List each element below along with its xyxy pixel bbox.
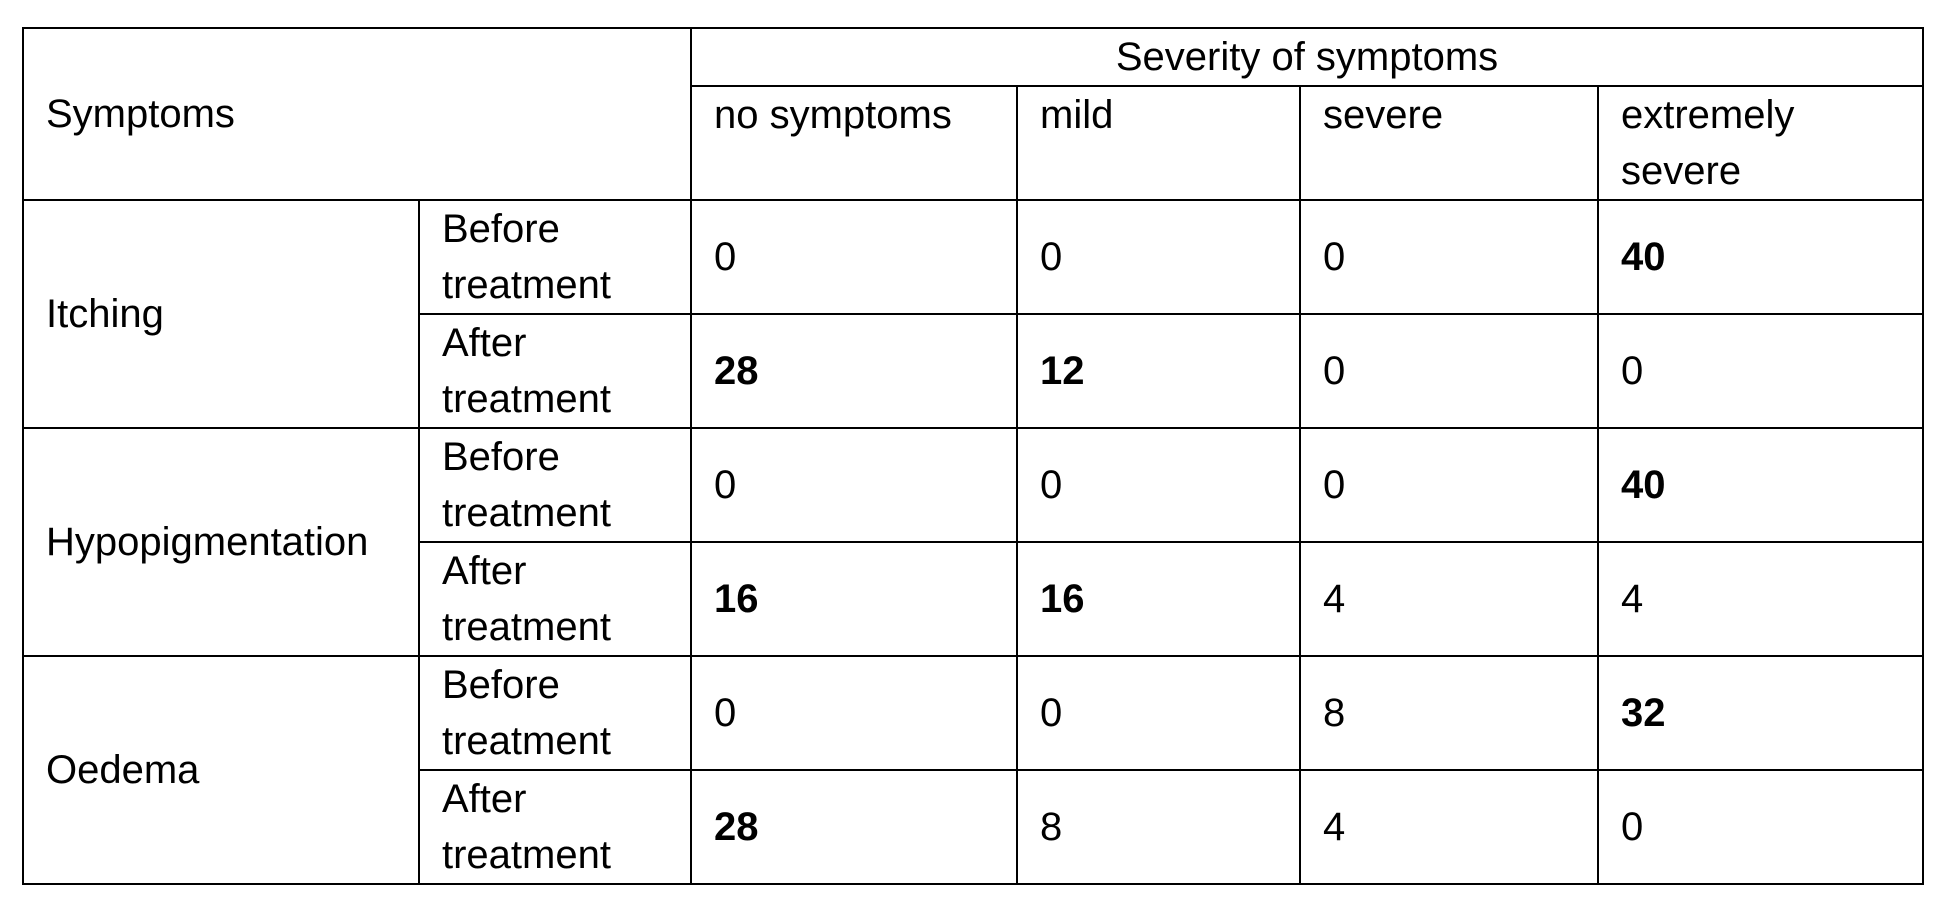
value-cell: 4 (1596, 541, 1925, 657)
value-cell: 32 (1596, 655, 1925, 771)
symptoms-header: Symptoms (22, 27, 692, 201)
table-row: After treatment 16 16 4 4 (23, 541, 1925, 657)
value-cell: 16 (690, 541, 1018, 657)
phase-label: Before treatment (418, 427, 692, 543)
symptom-label-oedema: Oedema (22, 655, 420, 885)
symptom-label-itching: Itching (22, 199, 420, 429)
table-row: After treatment 28 12 0 0 (23, 313, 1925, 429)
phase-label: After treatment (418, 769, 692, 885)
phase-label: Before treatment (418, 655, 692, 771)
value-cell: 8 (1299, 655, 1599, 771)
value-cell: 0 (1016, 199, 1301, 315)
value-cell: 0 (1299, 313, 1599, 429)
value-cell: 0 (690, 199, 1018, 315)
value-cell: 0 (1016, 427, 1301, 543)
column-header-mild: mild (1016, 85, 1301, 201)
value-cell: 16 (1016, 541, 1301, 657)
value-cell: 4 (1299, 769, 1599, 885)
value-cell: 0 (1016, 655, 1301, 771)
table-row: Oedema Before treatment 0 0 8 32 (22, 655, 1925, 885)
value-cell: 0 (1299, 199, 1599, 315)
value-cell: 0 (1596, 313, 1925, 429)
value-cell: 8 (1016, 769, 1301, 885)
value-cell: 12 (1016, 313, 1301, 429)
header-row-columns: no symptoms mild severe extremely severe (23, 85, 1925, 201)
phase-label: After treatment (418, 541, 692, 657)
value-cell: 0 (1596, 769, 1925, 885)
value-cell: 40 (1596, 199, 1925, 315)
value-cell: 0 (1299, 427, 1599, 543)
table-row: Itching Before treatment 0 0 0 40 (22, 199, 1925, 429)
phase-label: Before treatment (418, 199, 692, 315)
table-row: After treatment 28 8 4 0 (23, 769, 1925, 885)
symptom-label-hypopigmentation: Hypopigmentation (22, 427, 420, 657)
value-cell: 28 (690, 769, 1018, 885)
value-cell: 0 (690, 427, 1018, 543)
severity-header: Severity of symptoms (689, 27, 1925, 87)
value-cell: 0 (690, 655, 1018, 771)
header-row-top: Symptoms Severity of symptoms (22, 27, 1925, 201)
phase-label: After treatment (418, 313, 692, 429)
column-header-extremely-severe: extremely severe (1596, 85, 1925, 201)
value-cell: 4 (1299, 541, 1599, 657)
value-cell: 28 (690, 313, 1018, 429)
value-cell: 40 (1596, 427, 1925, 543)
column-header-no-symptoms: no symptoms (690, 85, 1018, 201)
table-row: Hypopigmentation Before treatment 0 0 0 … (22, 427, 1925, 657)
column-header-severe: severe (1299, 85, 1599, 201)
symptom-severity-table: Symptoms Severity of symptoms no symptom… (22, 27, 1925, 885)
